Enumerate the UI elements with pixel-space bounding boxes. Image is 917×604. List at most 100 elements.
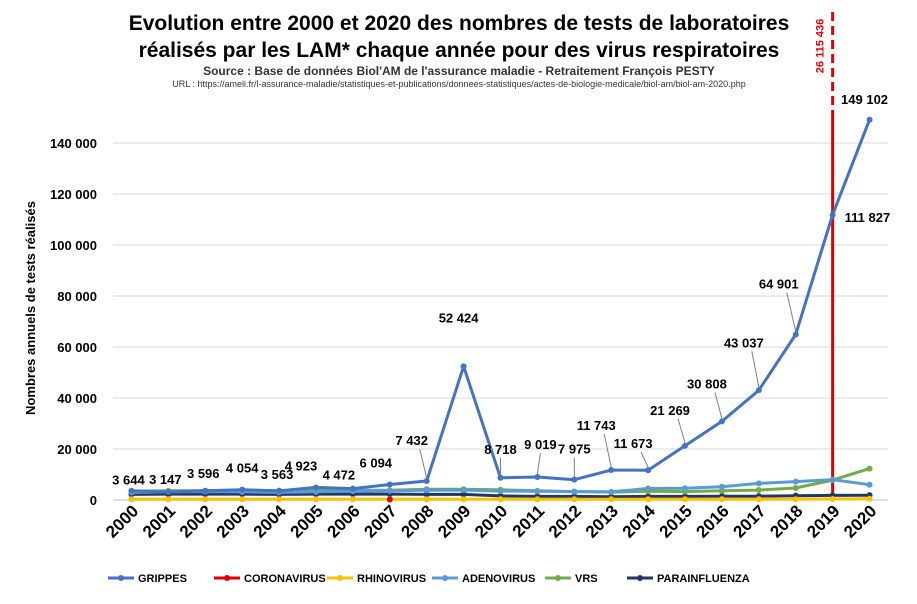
data-label: 3 596 [187, 466, 220, 481]
legend-entry: ADENOVIRUS [462, 573, 535, 585]
point-grippes [682, 442, 689, 449]
data-label: 52 424 [439, 310, 480, 325]
data-label: 111 827 [845, 210, 891, 225]
point-parainfluenza [460, 491, 467, 498]
chart-source-url: URL : https://ameli.fr/l-assurance-malad… [172, 79, 745, 89]
data-label: 6 094 [360, 455, 393, 470]
data-label: 9 019 [524, 437, 557, 452]
point-adenovirus [866, 481, 873, 488]
point-grippes [423, 478, 430, 485]
legend: GRIPPES CORONAVIRUS RHINOVIRUS ADENOVIRUS VR… [108, 573, 750, 585]
point-rhinovirus [571, 496, 578, 503]
data-label: 3 644 [112, 473, 145, 488]
point-vrs [755, 487, 762, 494]
point-rhinovirus [608, 496, 615, 503]
point-adenovirus [645, 485, 652, 492]
point-adenovirus [792, 478, 799, 485]
point-rhinovirus [423, 496, 430, 503]
legend-entry: GRIPPES [138, 573, 187, 585]
point-rhinovirus [755, 496, 762, 503]
point-rhinovirus [239, 496, 246, 503]
point-grippes [866, 116, 873, 123]
y-tick-label: 80 000 [57, 289, 97, 304]
y-tick-label: 100 000 [50, 238, 97, 253]
data-label: 21 269 [650, 403, 690, 418]
data-label: 43 037 [724, 335, 764, 350]
annotation: 26 115 436 [815, 12, 835, 500]
data-label: 8 718 [484, 442, 517, 457]
point-adenovirus [312, 488, 319, 495]
data-label: 7 432 [395, 433, 428, 448]
point-rhinovirus [534, 496, 541, 503]
annotation-label: 26 115 436 [815, 19, 827, 73]
legend-entry: CORONAVIRUS [244, 573, 326, 585]
leader-line [536, 452, 541, 475]
point-grippes [460, 363, 467, 370]
point-rhinovirus [312, 496, 319, 503]
point-rhinovirus [460, 496, 467, 503]
chart-title-line2: réalisés par les LAM* chaque année pour … [139, 39, 780, 62]
point-adenovirus [608, 488, 615, 495]
y-tick-label: 60 000 [57, 340, 97, 355]
chart-title-line1: Evolution entre 2000 et 2020 des nombres… [129, 12, 790, 35]
data-label: 3 563 [261, 467, 294, 482]
legend-entry: VRS [575, 573, 598, 585]
point-grippes [386, 481, 393, 488]
data-label: 4 054 [226, 461, 259, 476]
data-label: 64 901 [759, 277, 799, 292]
leader-line [751, 351, 760, 388]
y-axis-ticks: 0 20 000 40 000 60 000 80 000 100 000 120 000 1… [50, 136, 97, 508]
point-adenovirus [534, 488, 541, 495]
point-grippes [571, 476, 578, 483]
point-rhinovirus [276, 496, 283, 503]
chart-subtitle: Source : Base de données Biol'AM de l'as… [203, 64, 715, 78]
data-label: 7 975 [558, 442, 591, 457]
point-rhinovirus [165, 496, 172, 503]
data-label: 4 923 [285, 458, 318, 473]
point-adenovirus [718, 483, 725, 490]
data-label: 30 808 [687, 376, 727, 391]
point-adenovirus [423, 487, 430, 494]
point-grippes [755, 387, 762, 394]
point-grippes [608, 467, 615, 474]
point-coronavirus [386, 496, 393, 503]
point-adenovirus [386, 487, 393, 494]
point-vrs [866, 465, 873, 472]
y-tick-label: 20 000 [57, 442, 97, 457]
point-rhinovirus [645, 496, 652, 503]
data-label: 3 147 [149, 472, 182, 487]
point-rhinovirus [202, 496, 209, 503]
y-tick-label: 120 000 [50, 187, 97, 202]
y-tick-label: 0 [90, 493, 97, 508]
point-grippes [497, 474, 504, 481]
point-rhinovirus [349, 496, 356, 503]
data-label: 11 673 [614, 436, 653, 451]
data-label: 4 472 [323, 468, 356, 483]
point-rhinovirus [829, 495, 836, 502]
point-grippes [239, 486, 246, 493]
point-adenovirus [497, 488, 504, 495]
leader-line [677, 418, 686, 443]
point-grippes [202, 487, 209, 494]
legend-entry: RHINOVIRUS [357, 573, 426, 585]
point-adenovirus [571, 488, 578, 495]
point-rhinovirus [497, 496, 504, 503]
legend-marker-coronavirus [224, 575, 230, 581]
legend-marker-adenovirus [442, 575, 448, 581]
point-rhinovirus [792, 496, 799, 503]
leader-line [603, 433, 612, 468]
point-grippes [312, 484, 319, 491]
y-axis-label: Nombres annuels de tests réalisés [23, 201, 38, 415]
legend-marker-vrs [555, 575, 561, 581]
data-label: 11 743 [577, 418, 616, 433]
point-rhinovirus [866, 495, 873, 502]
point-adenovirus [460, 487, 467, 494]
point-grippes [349, 485, 356, 492]
point-grippes [718, 418, 725, 425]
legend-marker-grippes [118, 575, 124, 581]
point-grippes [276, 487, 283, 494]
point-adenovirus [829, 476, 836, 483]
leader-line [714, 392, 723, 419]
